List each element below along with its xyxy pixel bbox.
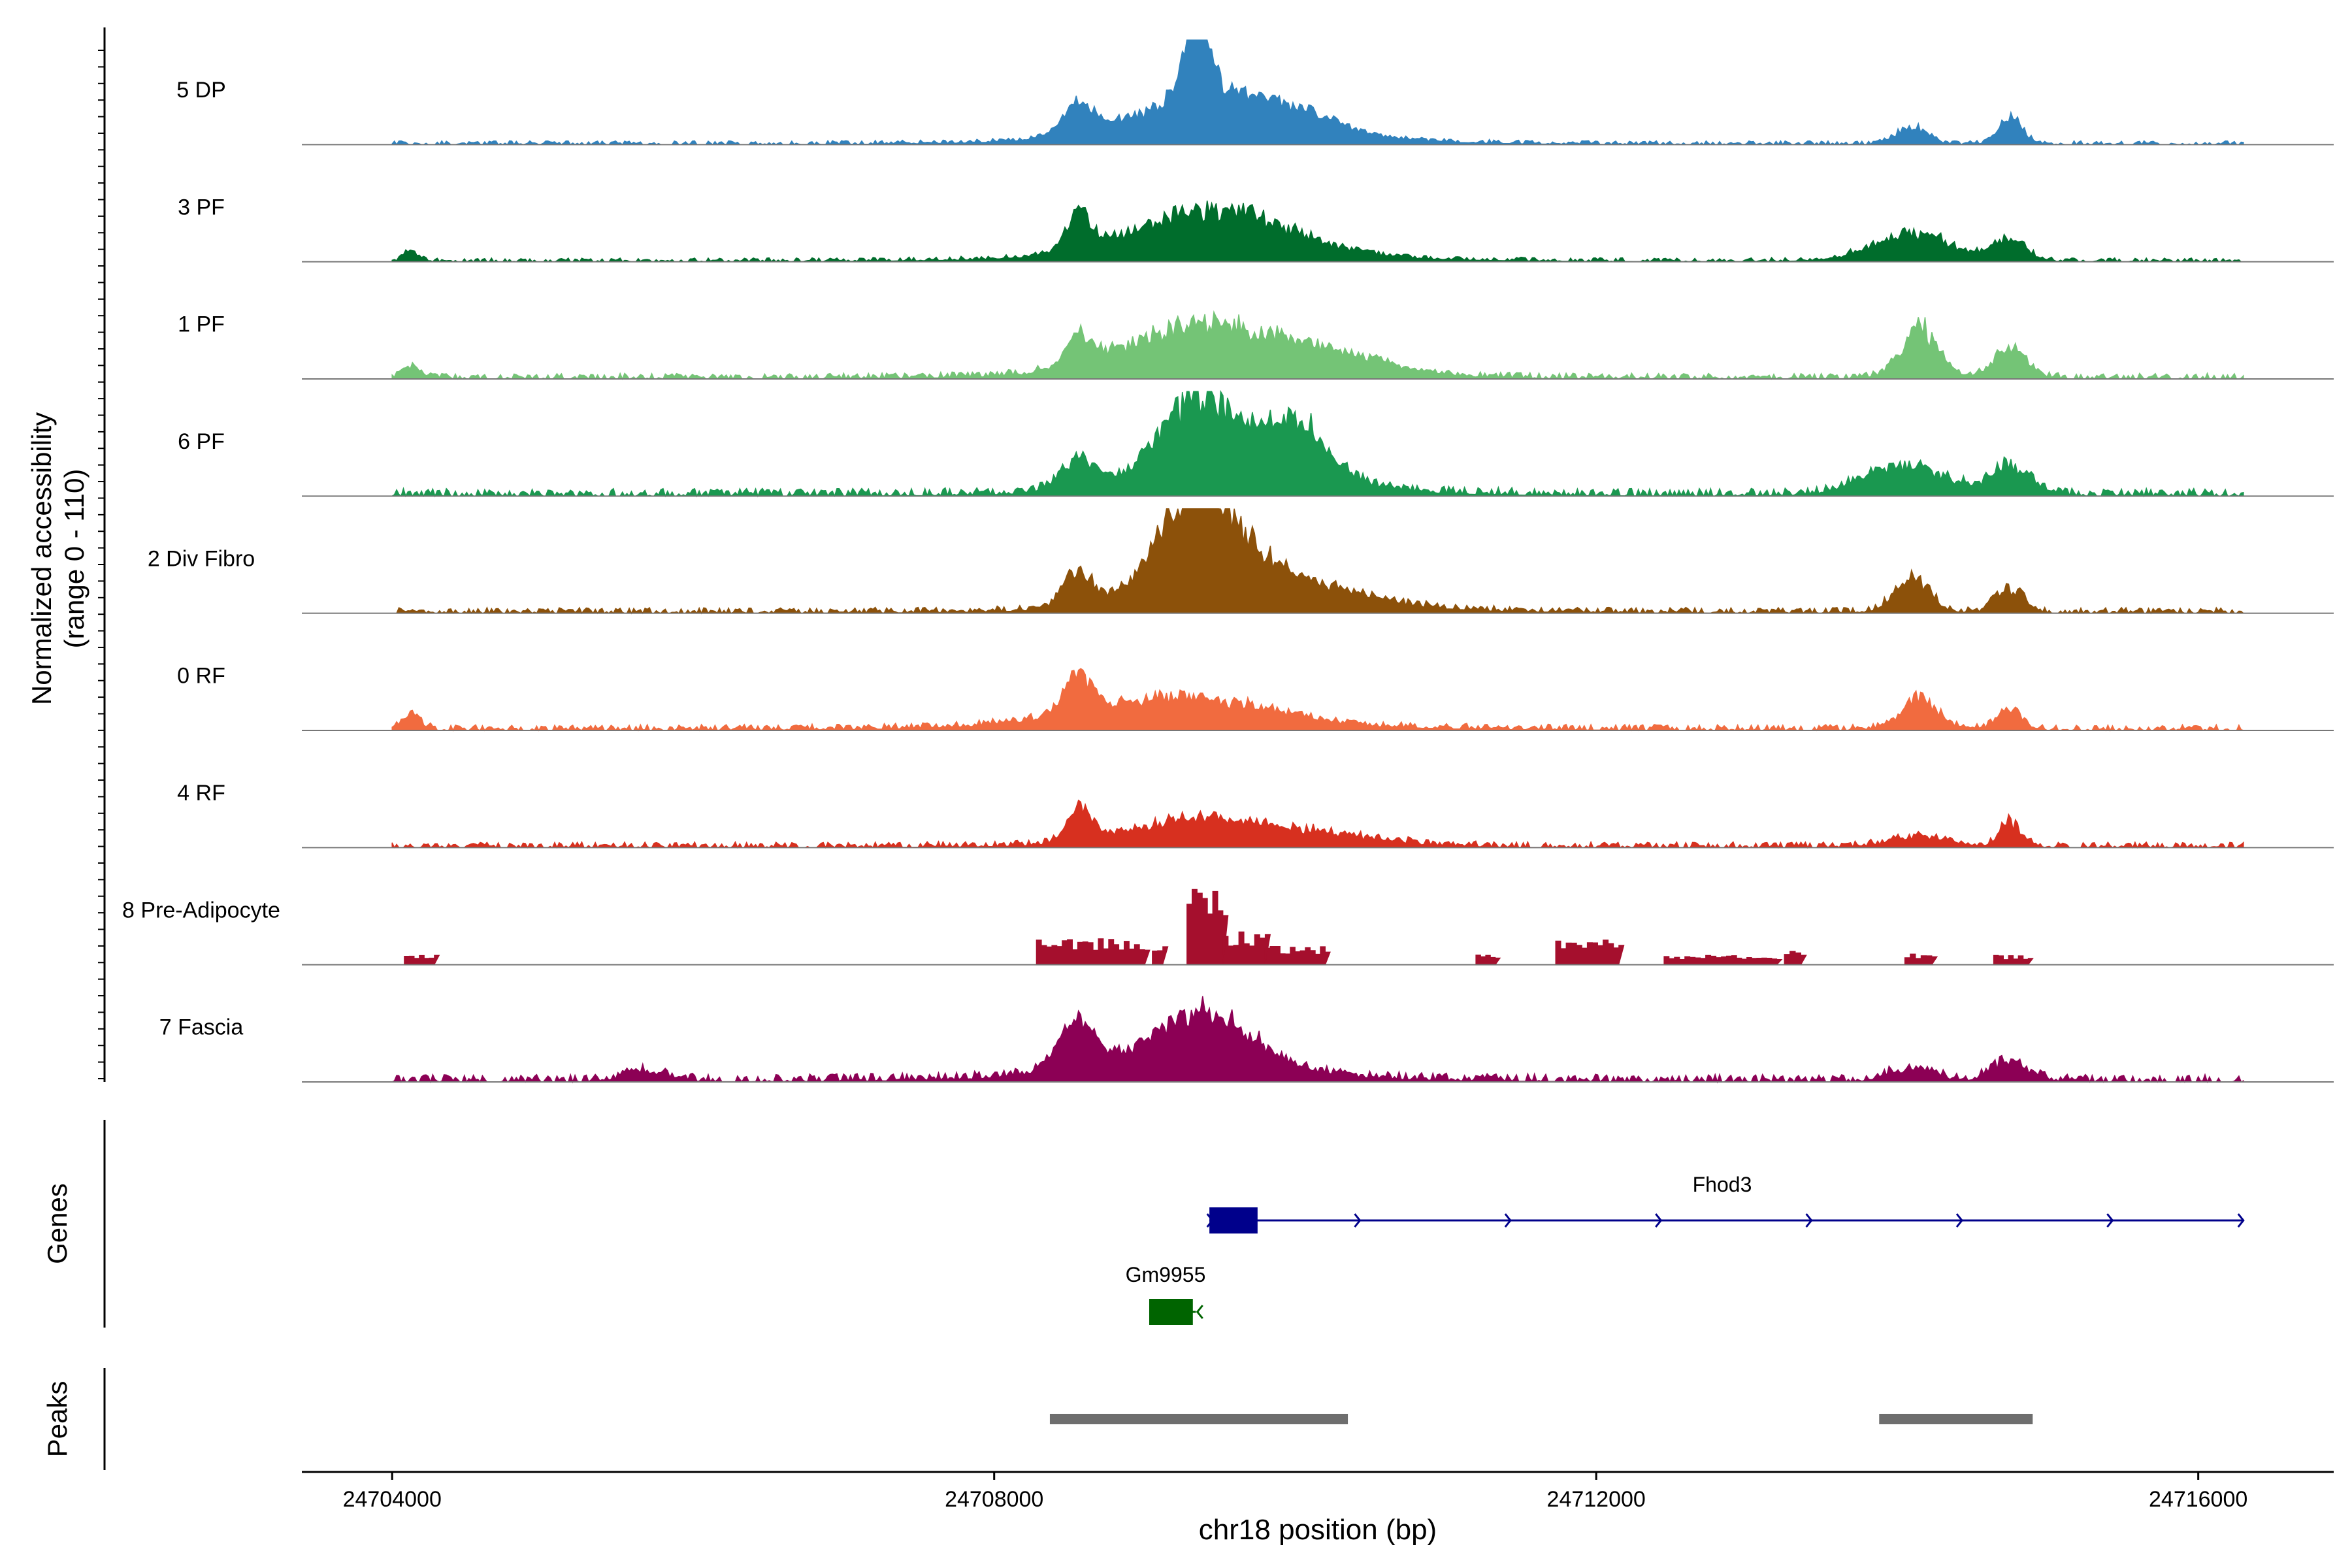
coverage-area: [391, 996, 2244, 1084]
track-0-rf: 0 RF: [177, 664, 2334, 732]
track-label: 8 Pre-Adipocyte: [122, 898, 280, 923]
track-label: 0 RF: [177, 664, 225, 689]
track-2-div-fibro: 2 Div Fibro: [148, 508, 2334, 615]
track-label: 3 PF: [178, 195, 225, 220]
coverage-blocks: [404, 889, 2034, 966]
strand-arrow: [1206, 1213, 1214, 1228]
coverage-tracks: 5 DP 3 PF 1 PF 6 PF 2 Div Fibro 0 RF 4 RF 8 Pre…: [122, 39, 2334, 1084]
x-tick-label: 24708000: [945, 1487, 1043, 1512]
y-axis-title-line-2: (range 0 - 110): [59, 469, 90, 649]
strand-arrow: [1354, 1213, 1362, 1228]
y-axis-title-line-1: Normalized accessibility: [26, 412, 57, 705]
peak-region: [1879, 1414, 2033, 1424]
strand-arrow: [1504, 1213, 1512, 1228]
gene-label: Gm9955: [1126, 1263, 1206, 1286]
track-label: 2 Div Fibro: [148, 546, 255, 571]
track-3-pf: 3 PF: [178, 195, 2334, 263]
genes-panel-label: Genes: [42, 1183, 73, 1264]
coverage-y-axis-ticks: [98, 50, 105, 1079]
coverage-area: [390, 389, 2244, 498]
gene-exon: [1209, 1207, 1258, 1233]
gene-gm9955: Gm9955: [1126, 1263, 1206, 1325]
coverage-area: [391, 310, 2244, 381]
y-axis-title: Normalized accessibility (range 0 - 110): [26, 412, 90, 705]
track-4-rf: 4 RF: [177, 781, 2334, 849]
coverage-area: [391, 39, 2244, 146]
strand-arrow: [1196, 1305, 1203, 1319]
strand-arrow: [1955, 1213, 1963, 1228]
peak-regions: [1049, 1414, 2033, 1424]
strand-arrow: [1805, 1213, 1813, 1228]
coverage-area: [392, 508, 2245, 615]
peaks-panel-label: Peaks: [42, 1381, 73, 1458]
strand-arrow: [2106, 1213, 2114, 1228]
gene-exon: [1149, 1299, 1193, 1325]
strand-arrow: [1655, 1213, 1663, 1228]
track-label: 4 RF: [177, 781, 225, 806]
track-label: 5 DP: [176, 78, 226, 103]
x-tick-label: 24716000: [2149, 1487, 2247, 1512]
track-1-pf: 1 PF: [178, 310, 2334, 381]
x-axis-title: chr18 position (bp): [1199, 1514, 1437, 1546]
track-6-pf: 6 PF: [178, 389, 2334, 498]
track-8-pre-adipocyte: 8 Pre-Adipocyte: [122, 889, 2334, 966]
track-5-dp: 5 DP: [176, 39, 2334, 146]
track-label: 7 Fascia: [159, 1015, 244, 1040]
gene-annotations: Fhod3 Gm9955: [1126, 1173, 2245, 1325]
peak-region: [1049, 1414, 1348, 1424]
coverage-area: [391, 799, 2244, 849]
coverage-area: [391, 668, 2244, 732]
track-label: 1 PF: [178, 312, 225, 337]
coverage-area: [391, 200, 2244, 263]
strand-arrow: [2237, 1213, 2245, 1228]
x-tick-label: 24712000: [1547, 1487, 1646, 1512]
gene-fhod3: Fhod3: [1206, 1173, 2245, 1233]
track-7-fascia: 7 Fascia: [159, 996, 2334, 1084]
track-label: 6 PF: [178, 429, 225, 454]
x-axis-ticks: 24704000 24708000 24712000 24716000: [343, 1472, 2247, 1512]
x-tick-label: 24704000: [343, 1487, 442, 1512]
gene-label: Fhod3: [1693, 1173, 1752, 1196]
